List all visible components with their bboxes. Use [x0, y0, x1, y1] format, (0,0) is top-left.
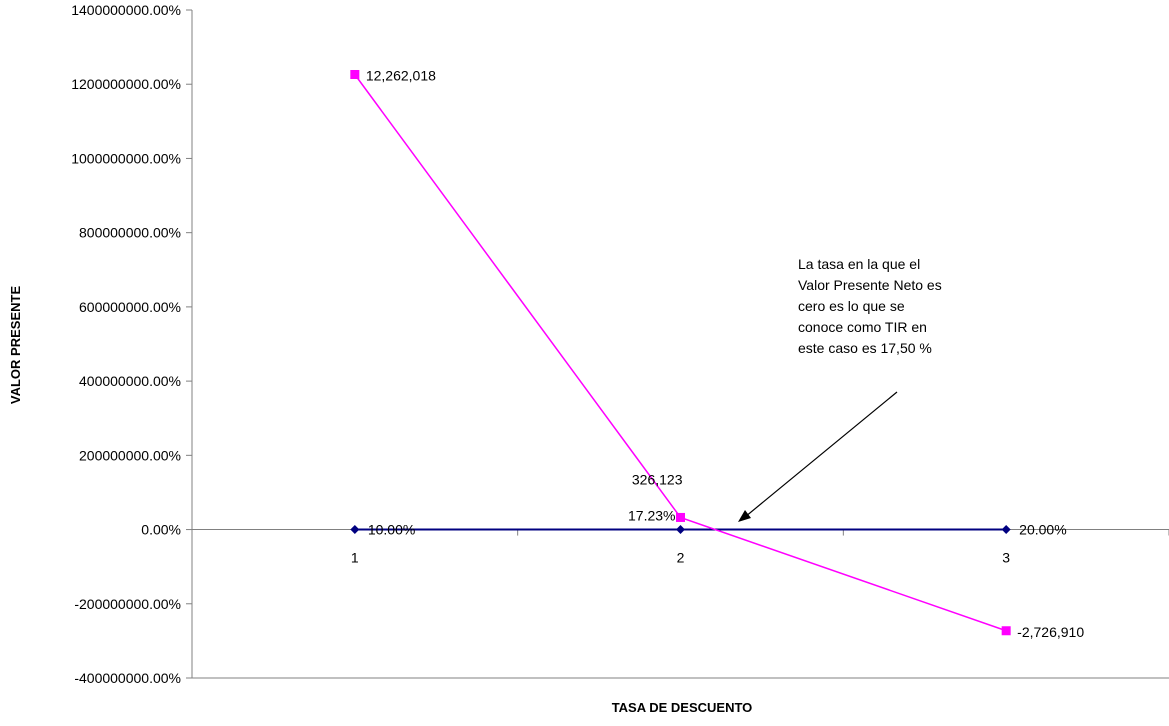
- y-tick-label: -400000000.00%: [74, 670, 181, 686]
- series-point-marker: [676, 525, 685, 535]
- annotation-line: La tasa en la que el: [798, 256, 920, 272]
- data-label: 17.23%: [628, 508, 675, 524]
- x-tick-label: 1: [351, 550, 359, 566]
- data-label: 326,123: [632, 471, 683, 487]
- series-point-marker: [350, 525, 360, 535]
- y-tick-label: 200000000.00%: [79, 447, 181, 463]
- y-tick-label: 600000000.00%: [79, 299, 181, 315]
- axes: [186, 9, 1169, 679]
- x-tick-label: 2: [677, 550, 685, 566]
- series-point-marker: [350, 69, 360, 79]
- data-label: 10.00%: [368, 522, 415, 538]
- annotation: La tasa en la que el Valor Presente Neto…: [738, 256, 942, 522]
- annotation-arrow-line: [744, 391, 898, 518]
- annotation-line: conoce como TIR en: [798, 319, 927, 335]
- data-labels: 10.00% 17.23% 20.00% 12,262,018 326,123 -2,72…: [366, 67, 1084, 639]
- data-label: 20.00%: [1019, 522, 1066, 538]
- annotation-line: cero es lo que se: [798, 298, 905, 314]
- y-tick-label: 400000000.00%: [79, 373, 181, 389]
- data-label: 12,262,018: [366, 67, 436, 83]
- y-tick-label: 1200000000.00%: [71, 76, 181, 92]
- series-point-marker: [1001, 626, 1011, 636]
- y-tick-label: 0.00%: [141, 522, 181, 538]
- annotation-line: este caso es 17,50 %: [798, 340, 932, 356]
- annotation-arrow-head: [738, 510, 751, 522]
- x-axis-title: TASA DE DESCUENTO: [612, 700, 753, 715]
- data-label: -2,726,910: [1017, 624, 1084, 640]
- series-point-marker: [1001, 525, 1011, 535]
- y-tick-label: -200000000.00%: [74, 596, 181, 612]
- tick-labels: 1400000000.00%1200000000.00%1000000000.0…: [71, 2, 1010, 686]
- y-tick-label: 800000000.00%: [79, 225, 181, 241]
- y-axis-title: VALOR PRESENTE: [8, 286, 23, 405]
- x-tick-label: 3: [1002, 550, 1010, 566]
- series-point-marker: [676, 512, 685, 522]
- series: [350, 69, 1011, 636]
- annotation-line: Valor Presente Neto es: [798, 277, 942, 293]
- y-tick-label: 1000000000.00%: [71, 150, 181, 166]
- y-tick-label: 1400000000.00%: [71, 2, 181, 18]
